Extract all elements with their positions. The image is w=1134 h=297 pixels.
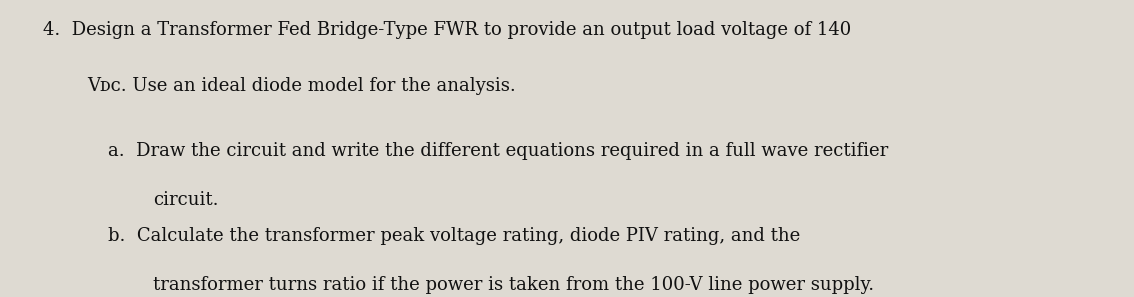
Text: circuit.: circuit. <box>153 191 219 209</box>
Text: b.  Calculate the transformer peak voltage rating, diode PIV rating, and the: b. Calculate the transformer peak voltag… <box>108 227 799 245</box>
Text: Vᴅᴄ. Use an ideal diode model for the analysis.: Vᴅᴄ. Use an ideal diode model for the an… <box>87 77 516 95</box>
Text: transformer turns ratio if the power is taken from the 100-V line power supply.: transformer turns ratio if the power is … <box>153 276 874 294</box>
Text: 4.  Design a Transformer Fed Bridge-Type FWR to provide an output load voltage o: 4. Design a Transformer Fed Bridge-Type … <box>43 20 852 39</box>
Text: a.  Draw the circuit and write the different equations required in a full wave r: a. Draw the circuit and write the differ… <box>108 142 888 160</box>
